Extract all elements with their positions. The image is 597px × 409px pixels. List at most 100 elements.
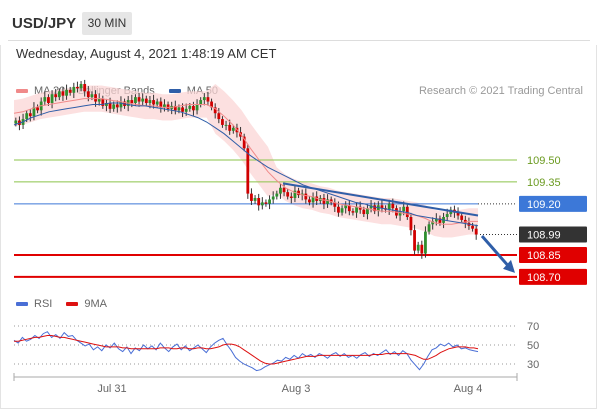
candle-body: [322, 198, 326, 204]
candle-body: [14, 120, 18, 124]
legend-label: RSI: [34, 298, 53, 310]
candle-body: [210, 101, 213, 108]
candle-body: [184, 108, 188, 112]
symbol-title: USD/JPY: [12, 15, 77, 32]
candle-body: [471, 225, 474, 229]
candle-body: [416, 244, 420, 251]
candle-body: [231, 127, 235, 131]
level-label: 108.70: [527, 272, 561, 284]
candle-body: [105, 103, 108, 106]
rsi-tick-label: 50: [527, 340, 539, 352]
candle-body: [362, 209, 366, 215]
candle-body: [405, 206, 409, 217]
legend-item-rsi: RSI: [16, 298, 52, 310]
candle-body: [275, 193, 279, 197]
candle-body: [181, 107, 184, 112]
candle-body: [373, 205, 377, 212]
bollinger-band: [14, 84, 478, 238]
level-label: 109.20: [527, 199, 561, 211]
candle-body: [257, 198, 261, 206]
candle-body: [54, 94, 58, 98]
candle-body: [119, 101, 123, 108]
candle-body: [463, 219, 467, 223]
candle-body: [97, 98, 101, 102]
rsi-tick-label: 70: [527, 321, 539, 333]
rsi-tick-label: 30: [527, 359, 539, 371]
candle-body: [206, 97, 210, 102]
candle-body: [112, 104, 116, 109]
candle-body: [340, 208, 344, 213]
candle-body: [337, 206, 340, 213]
candle-body: [264, 202, 268, 204]
candle-body: [195, 104, 199, 111]
candle-body: [137, 97, 141, 102]
timeframe-button[interactable]: 30 MIN: [82, 12, 132, 35]
candle-body: [155, 101, 159, 105]
candle-body: [25, 113, 29, 120]
candle-body: [427, 224, 431, 232]
candle-body: [68, 89, 72, 93]
candle-body: [228, 124, 232, 131]
candle-body: [144, 98, 148, 103]
candle-body: [148, 100, 152, 103]
candle-body: [311, 196, 315, 203]
candle-body: [391, 203, 395, 209]
candle-body: [344, 205, 348, 209]
level-label: 108.99: [527, 230, 561, 242]
x-tick-label: Jul 31: [97, 383, 126, 395]
candle-body: [329, 199, 333, 203]
candle-body: [192, 105, 195, 111]
candle-body: [369, 205, 373, 209]
candle-body: [50, 94, 54, 103]
rsi-9ma-line: [14, 335, 479, 365]
candle-body: [43, 97, 47, 102]
candle-body: [424, 231, 427, 254]
candle-body: [76, 86, 79, 89]
candle-body: [173, 105, 177, 111]
candle-body: [398, 211, 402, 216]
candle-body: [242, 136, 246, 149]
level-label: 109.35: [527, 177, 561, 189]
candle-body: [141, 98, 145, 102]
candle-body: [402, 206, 406, 212]
candle-body: [32, 107, 36, 117]
candle-body: [134, 97, 137, 103]
candle-body: [213, 107, 217, 114]
ma20-line: [13, 98, 478, 225]
candle-body: [293, 190, 297, 198]
candle-body: [83, 84, 87, 92]
candle-body: [253, 198, 257, 201]
candle-body: [79, 84, 83, 89]
candle-body: [268, 199, 271, 204]
candle-body: [202, 97, 206, 101]
candle-body: [101, 98, 105, 106]
price-badge: [519, 195, 587, 212]
price-badge: [519, 268, 587, 285]
candle-body: [282, 187, 286, 193]
candle-body: [445, 214, 449, 217]
candle-body: [217, 113, 221, 120]
credit-text: Research © 2021 Trading Central: [418, 85, 583, 97]
candle-body: [130, 100, 134, 103]
header: USD/JPY 30 MIN: [0, 0, 597, 45]
level-label: 108.85: [527, 250, 561, 262]
price-badge: [519, 226, 587, 243]
candle-body: [333, 202, 337, 207]
candle-body: [94, 94, 97, 102]
candle-body: [420, 244, 424, 254]
candle-body: [286, 192, 290, 197]
level-label: 109.50: [527, 155, 561, 167]
candle-body: [460, 215, 464, 220]
candle-body: [36, 107, 39, 111]
candle-body: [188, 105, 192, 109]
header-divider: [8, 40, 590, 41]
legend-swatch: [168, 89, 181, 93]
candle-body: [199, 100, 203, 105]
x-tick-label: Aug 4: [454, 383, 483, 395]
candle-body: [413, 230, 416, 251]
projection-arrowhead: [503, 259, 515, 273]
candle-body: [250, 193, 253, 201]
candle-body: [86, 91, 90, 98]
candle-body: [221, 119, 224, 125]
